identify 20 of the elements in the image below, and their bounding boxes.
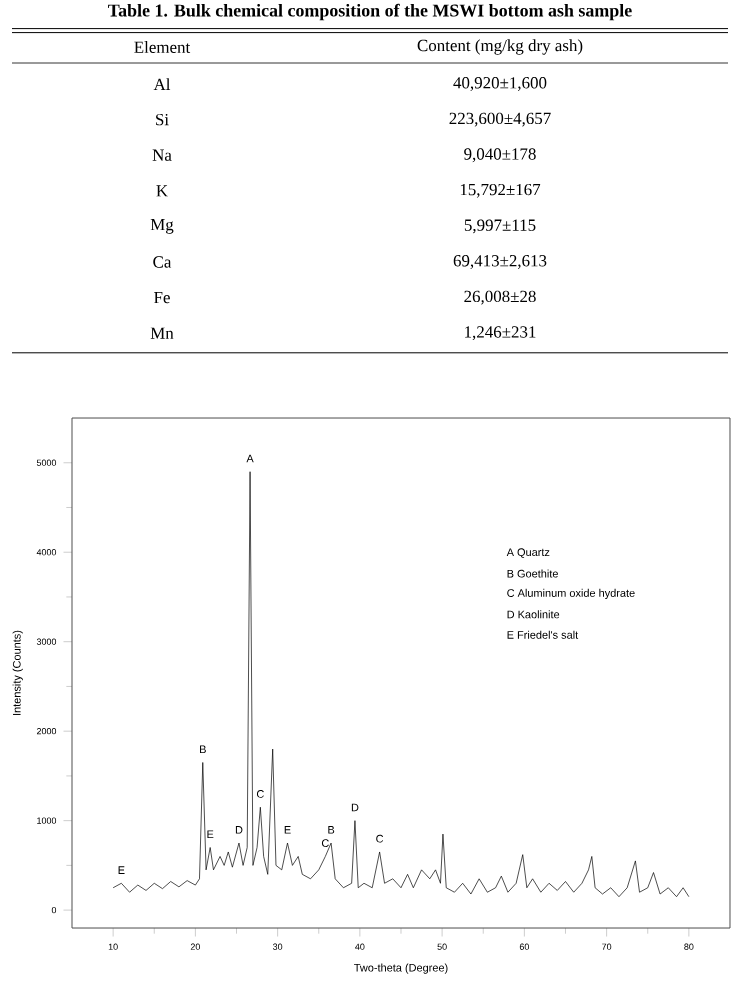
text: 69,413±2,613	[453, 255, 547, 269]
category-label: Content (mg/kg dry ash)	[417, 39, 583, 55]
text: 223,600±4,657	[449, 112, 551, 127]
text: K	[156, 185, 168, 197]
line-series	[112, 471, 690, 898]
text: Al	[153, 78, 171, 90]
text: 5,997±115	[464, 219, 536, 234]
text: Fe	[154, 291, 170, 304]
text: Ca	[153, 256, 172, 268]
text: 40,920±1,600	[453, 77, 547, 91]
text: 1,246±231	[465, 326, 536, 341]
text: Si	[156, 113, 169, 126]
text: Table 1. Bulk chemical composition of the MSWI bottom ash sample	[108, 3, 632, 21]
text: 9,040±178	[464, 148, 536, 163]
category-label: Element	[134, 41, 191, 53]
text: Mn	[150, 327, 174, 339]
text: Mg	[150, 219, 174, 234]
text: 15,792±167	[460, 183, 541, 198]
text: Na	[152, 149, 172, 161]
text: 26,008±28	[464, 290, 536, 305]
